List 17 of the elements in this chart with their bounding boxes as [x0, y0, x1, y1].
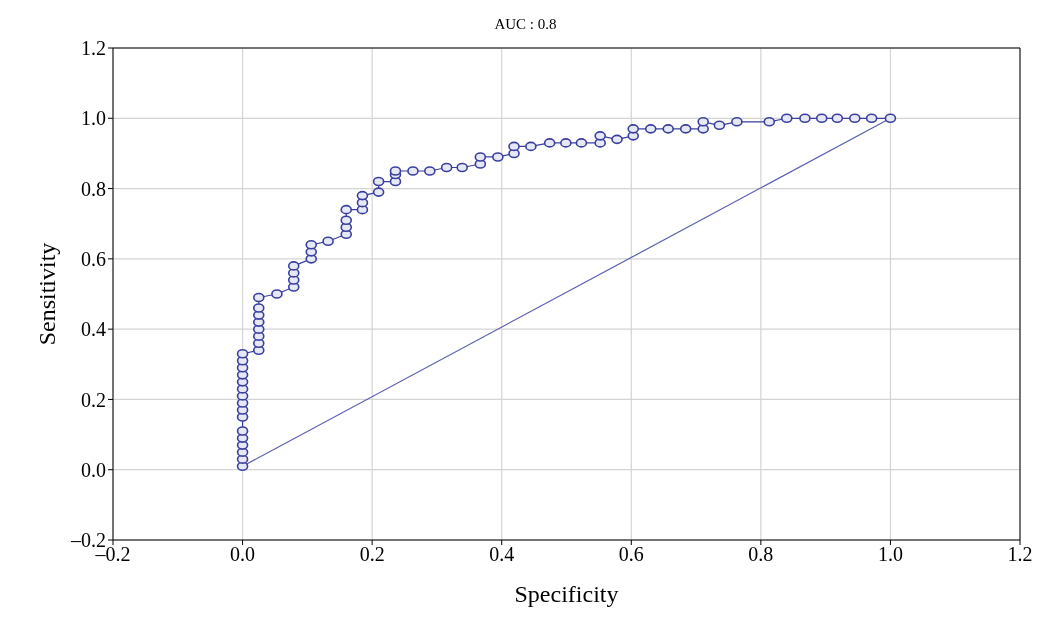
x-tick-label: 0.0: [230, 543, 256, 566]
y-tick-label: 0.0: [81, 458, 106, 481]
x-tick-label: 0.6: [618, 543, 644, 566]
y-tick-label: 0.4: [81, 318, 106, 341]
x-tick-label: 0.8: [748, 543, 774, 566]
y-tick-label: 0.6: [81, 247, 106, 270]
chart-title: AUC : 0.8: [493, 16, 558, 33]
x-tick-label: 0.4: [489, 543, 515, 566]
x-tick-label: 0.2: [359, 543, 385, 566]
x-tick-label: 1.0: [877, 543, 903, 566]
y-tick-label: 0.2: [81, 388, 106, 411]
y-axis-title: Sensitivity: [33, 242, 60, 346]
y-tick-label: 0.8: [81, 177, 106, 200]
y-tick-label: 1.2: [81, 37, 106, 60]
x-axis-title: Specificity: [514, 581, 619, 608]
y-tick-label: 1.0: [81, 107, 106, 130]
x-tick-label: 1.2: [1007, 543, 1033, 566]
